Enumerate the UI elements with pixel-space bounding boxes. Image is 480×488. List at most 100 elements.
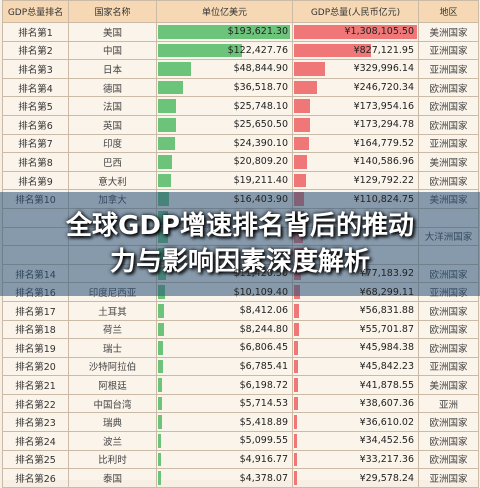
table-row[interactable]: 排名第3 日本 $48,844.90 ¥329,996.14 亚洲国家 xyxy=(2,59,479,79)
cell-region[interactable]: 欧洲国家 xyxy=(418,412,479,433)
cell-usd[interactable]: $5,099.55 xyxy=(156,431,293,451)
cell-cny[interactable]: ¥140,586.96 xyxy=(292,152,419,172)
cell-cny[interactable]: ¥329,996.14 xyxy=(292,59,419,79)
header-usd[interactable]: 单位亿美元 xyxy=(156,0,293,23)
cell-region[interactable]: 美洲国家 xyxy=(418,375,479,395)
header-country[interactable]: 国家名称 xyxy=(68,0,157,23)
cell-rank[interactable]: 排名第24 xyxy=(2,431,69,451)
cell-cny[interactable]: ¥246,720.34 xyxy=(292,77,419,98)
cell-usd[interactable]: $25,748.10 xyxy=(156,96,293,116)
table-row[interactable]: 排名第7 印度 $24,390.10 ¥164,779.52 亚洲国家 xyxy=(2,133,479,154)
table-row[interactable]: 排名第4 德国 $36,518.70 ¥246,720.34 欧洲国家 xyxy=(2,77,479,98)
cell-country[interactable]: 印度 xyxy=(68,133,157,154)
cell-country[interactable]: 瑞典 xyxy=(68,412,157,433)
table-row[interactable]: 排名第23 瑞典 $5,418.89 ¥36,610.02 欧洲国家 xyxy=(2,412,479,433)
cell-cny[interactable]: ¥36,610.02 xyxy=(292,412,419,433)
table-row[interactable]: 排名第24 波兰 $5,099.55 ¥34,452.56 欧洲国家 xyxy=(2,431,479,451)
cell-region[interactable]: 欧洲国家 xyxy=(418,77,479,98)
cell-cny[interactable]: ¥164,779.52 xyxy=(292,133,419,154)
cell-cny[interactable]: ¥33,217.36 xyxy=(292,449,419,470)
cell-cny[interactable]: ¥1,308,105.50 xyxy=(292,22,419,42)
table-row[interactable]: 排名第25 比利时 $4,916.77 ¥33,217.36 欧洲国家 xyxy=(2,449,479,470)
cell-rank[interactable]: 排名第8 xyxy=(2,152,69,172)
table-row[interactable]: 排名第5 法国 $25,748.10 ¥173,954.16 欧洲国家 xyxy=(2,96,479,116)
header-cny[interactable]: GDP总量(人民币亿元) xyxy=(292,0,419,23)
cell-cny[interactable]: ¥38,607.36 xyxy=(292,393,419,414)
cell-usd[interactable]: $4,916.77 xyxy=(156,449,293,470)
cell-usd[interactable]: $6,785.41 xyxy=(156,356,293,377)
cell-region[interactable]: 欧洲国家 xyxy=(418,114,479,135)
cell-rank[interactable]: 排名第21 xyxy=(2,375,69,395)
table-row[interactable]: 排名第18 荷兰 $8,244.80 ¥55,701.87 欧洲国家 xyxy=(2,319,479,340)
cell-usd[interactable]: $36,518.70 xyxy=(156,77,293,98)
cell-country[interactable]: 英国 xyxy=(68,114,157,135)
cell-country[interactable]: 瑞士 xyxy=(68,338,157,358)
cell-country[interactable]: 阿根廷 xyxy=(68,375,157,395)
cell-cny[interactable]: ¥173,294.78 xyxy=(292,114,419,135)
cell-rank[interactable]: 排名第25 xyxy=(2,449,69,470)
cell-cny[interactable]: ¥29,578.24 xyxy=(292,468,419,488)
cell-cny[interactable]: ¥173,954.16 xyxy=(292,96,419,116)
cell-cny[interactable]: ¥827,121.95 xyxy=(292,40,419,61)
cell-rank[interactable]: 排名第26 xyxy=(2,468,69,488)
table-row[interactable]: 排名第20 沙特阿拉伯 $6,785.41 ¥45,842.23 亚洲国家 xyxy=(2,356,479,377)
cell-usd[interactable]: $8,412.06 xyxy=(156,300,293,321)
cell-region[interactable]: 美洲国家 xyxy=(418,152,479,172)
cell-usd[interactable]: $6,198.72 xyxy=(156,375,293,395)
cell-country[interactable]: 中国台湾 xyxy=(68,393,157,414)
cell-region[interactable]: 亚洲国家 xyxy=(418,468,479,488)
table-row[interactable]: 排名第6 英国 $25,650.50 ¥173,294.78 欧洲国家 xyxy=(2,114,479,135)
cell-country[interactable]: 荷兰 xyxy=(68,319,157,340)
cell-rank[interactable]: 排名第3 xyxy=(2,59,69,79)
table-row[interactable]: 排名第2 中国 $122,427.76 ¥827,121.95 亚洲国家 xyxy=(2,40,479,61)
cell-country[interactable]: 德国 xyxy=(68,77,157,98)
cell-usd[interactable]: $6,806.45 xyxy=(156,338,293,358)
cell-usd[interactable]: $122,427.76 xyxy=(156,40,293,61)
cell-cny[interactable]: ¥45,842.23 xyxy=(292,356,419,377)
cell-cny[interactable]: ¥56,831.88 xyxy=(292,300,419,321)
table-row[interactable]: 排名第8 巴西 $20,809.20 ¥140,586.96 美洲国家 xyxy=(2,152,479,172)
cell-region[interactable]: 亚洲 xyxy=(418,393,479,414)
cell-region[interactable]: 欧洲国家 xyxy=(418,319,479,340)
cell-rank[interactable]: 排名第7 xyxy=(2,133,69,154)
table-row[interactable]: 排名第21 阿根廷 $6,198.72 ¥41,878.55 美洲国家 xyxy=(2,375,479,395)
cell-usd[interactable]: $8,244.80 xyxy=(156,319,293,340)
table-row[interactable]: 排名第22 中国台湾 $5,714.53 ¥38,607.36 亚洲 xyxy=(2,393,479,414)
table-row[interactable]: 排名第9 意大利 $19,211.40 ¥129,792.22 欧洲国家 xyxy=(2,170,479,191)
cell-cny[interactable]: ¥129,792.22 xyxy=(292,170,419,191)
cell-usd[interactable]: $48,844.90 xyxy=(156,59,293,79)
table-row[interactable]: 排名第1 美国 $193,621.30 ¥1,308,105.50 美洲国家 xyxy=(2,22,479,42)
cell-rank[interactable]: 排名第23 xyxy=(2,412,69,433)
cell-rank[interactable]: 排名第19 xyxy=(2,338,69,358)
cell-country[interactable]: 泰国 xyxy=(68,468,157,488)
cell-region[interactable]: 欧洲国家 xyxy=(418,338,479,358)
header-region[interactable]: 地区 xyxy=(418,0,479,23)
cell-rank[interactable]: 排名第18 xyxy=(2,319,69,340)
cell-country[interactable]: 意大利 xyxy=(68,170,157,191)
cell-usd[interactable]: $20,809.20 xyxy=(156,152,293,172)
cell-cny[interactable]: ¥41,878.55 xyxy=(292,375,419,395)
cell-country[interactable]: 比利时 xyxy=(68,449,157,470)
cell-usd[interactable]: $19,211.40 xyxy=(156,170,293,191)
cell-rank[interactable]: 排名第17 xyxy=(2,300,69,321)
table-row[interactable]: 排名第26 泰国 $4,378.07 ¥29,578.24 亚洲国家 xyxy=(2,468,479,488)
cell-usd[interactable]: $4,378.07 xyxy=(156,468,293,488)
cell-cny[interactable]: ¥34,452.56 xyxy=(292,431,419,451)
cell-region[interactable]: 亚洲国家 xyxy=(418,40,479,61)
cell-rank[interactable]: 排名第5 xyxy=(2,96,69,116)
cell-region[interactable]: 欧洲国家 xyxy=(418,96,479,116)
table-row[interactable]: 排名第17 土耳其 $8,412.06 ¥56,831.88 欧洲国家 xyxy=(2,300,479,321)
cell-country[interactable]: 巴西 xyxy=(68,152,157,172)
header-rank[interactable]: GDP总量排名 xyxy=(2,0,69,23)
cell-rank[interactable]: 排名第2 xyxy=(2,40,69,61)
cell-region[interactable]: 欧洲国家 xyxy=(418,170,479,191)
cell-cny[interactable]: ¥45,984.38 xyxy=(292,338,419,358)
cell-usd[interactable]: $25,650.50 xyxy=(156,114,293,135)
cell-rank[interactable]: 排名第22 xyxy=(2,393,69,414)
cell-usd[interactable]: $5,714.53 xyxy=(156,393,293,414)
cell-usd[interactable]: $24,390.10 xyxy=(156,133,293,154)
table-row[interactable]: 排名第19 瑞士 $6,806.45 ¥45,984.38 欧洲国家 xyxy=(2,338,479,358)
cell-region[interactable]: 亚洲国家 xyxy=(418,59,479,79)
cell-rank[interactable]: 排名第20 xyxy=(2,356,69,377)
cell-cny[interactable]: ¥55,701.87 xyxy=(292,319,419,340)
